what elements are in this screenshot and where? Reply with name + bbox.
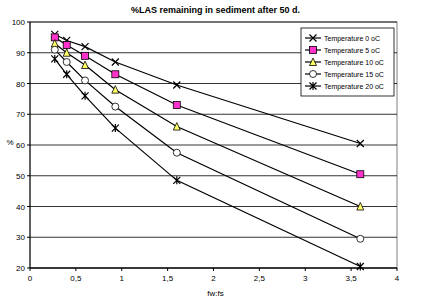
marker <box>357 203 364 211</box>
y-tick-label: 30 <box>16 233 25 242</box>
grid-line <box>30 22 397 23</box>
marker <box>82 52 89 59</box>
y-tick-label: 70 <box>16 110 25 119</box>
chart-svg: 20 30 40 50 60 70 80 90 100 0 0,5 1 1,5 2 2,5 3 3,5 4 %LAS… <box>0 0 437 307</box>
legend-marker <box>310 47 317 54</box>
marker <box>173 149 180 156</box>
marker <box>112 103 119 110</box>
x-tick-label: 3 <box>303 274 308 283</box>
marker <box>112 86 119 94</box>
x-tick-label: 1 <box>120 274 125 283</box>
chart-container: 20 30 40 50 60 70 80 90 100 0 0,5 1 1,5 2 2,5 3 3,5 4 %LAS… <box>0 0 437 307</box>
legend-label: Temperature 0 oC <box>324 35 380 43</box>
marker <box>63 70 70 78</box>
x-tick-label: 0 <box>28 274 33 283</box>
legend-marker <box>310 71 317 78</box>
marker <box>63 58 70 65</box>
legend: Temperature 0 oC Temperature 5 oC Temperat… <box>301 28 394 96</box>
legend-box <box>301 28 394 96</box>
legend-marker <box>310 82 317 90</box>
y-tick-label: 20 <box>16 264 25 273</box>
grid-line <box>30 145 397 146</box>
grid-line <box>30 237 397 238</box>
marker <box>112 71 119 78</box>
marker <box>112 124 119 132</box>
marker <box>357 262 364 270</box>
grid-line <box>30 175 397 176</box>
legend-label: Temperature 20 oC <box>324 83 384 91</box>
grid-line <box>30 114 397 115</box>
legend-label: Temperature 15 oC <box>324 71 384 79</box>
grid-line <box>30 206 397 207</box>
marker <box>51 46 58 53</box>
y-tick-label: 60 <box>16 141 25 150</box>
chart-title: %LAS remaining in sediment after 50 d. <box>131 5 300 15</box>
y-axis-label: % <box>6 138 13 147</box>
marker <box>357 171 364 178</box>
legend-marker <box>310 35 317 42</box>
y-tick-label: 80 <box>16 80 25 89</box>
y-tick-label: 40 <box>16 203 25 212</box>
x-tick-label: 3,5 <box>346 274 358 283</box>
marker <box>173 82 180 89</box>
marker <box>63 42 70 49</box>
marker <box>173 102 180 109</box>
marker <box>173 176 180 184</box>
x-tick-label: 2,5 <box>254 274 266 283</box>
grid-line <box>30 268 397 269</box>
marker <box>82 92 89 100</box>
marker <box>51 55 58 63</box>
marker <box>173 123 180 131</box>
x-axis <box>30 268 397 269</box>
plot-area <box>30 22 397 268</box>
x-tick-label: 1,5 <box>162 274 174 283</box>
x-tick-label: 4 <box>395 274 400 283</box>
x-tick-label: 2 <box>211 274 216 283</box>
y-axis <box>30 22 31 268</box>
y-tick-label: 100 <box>12 18 26 27</box>
y-tick-label: 50 <box>16 172 25 181</box>
marker <box>82 61 89 69</box>
x-axis-label: fw:fs <box>207 289 223 298</box>
marker <box>112 58 119 65</box>
legend-marker <box>310 58 317 66</box>
marker <box>63 49 70 57</box>
marker <box>357 235 364 242</box>
marker <box>357 140 364 147</box>
y-tick-label: 90 <box>16 49 25 58</box>
marker <box>82 43 89 50</box>
marker <box>82 77 89 84</box>
legend-label: Temperature 10 oC <box>324 59 384 67</box>
legend-label: Temperature 5 oC <box>324 47 380 55</box>
x-tick-label: 0,5 <box>70 274 82 283</box>
